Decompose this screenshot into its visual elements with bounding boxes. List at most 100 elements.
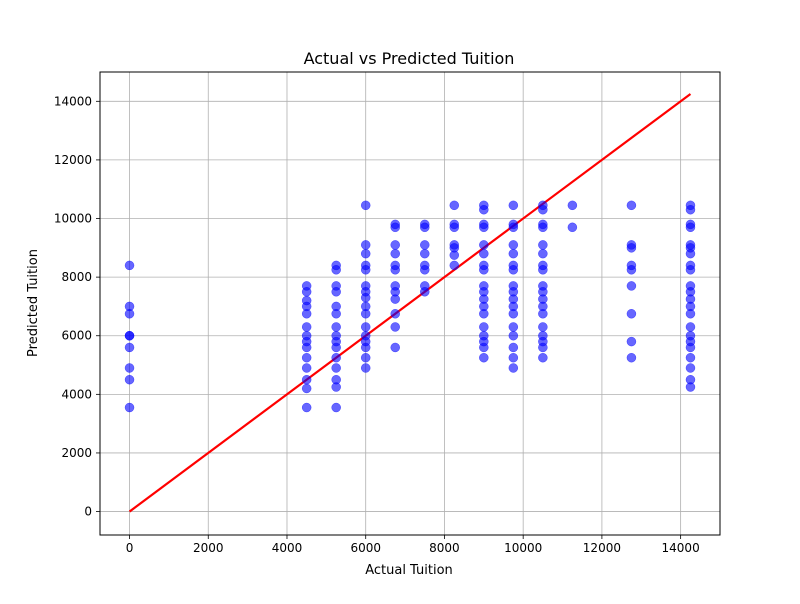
data-point	[360, 322, 371, 332]
x-tick-label: 4000	[272, 541, 303, 555]
y-tick-label: 6000	[61, 329, 92, 343]
data-points	[124, 200, 696, 413]
data-point	[508, 248, 519, 259]
x-tick-label: 6000	[350, 541, 381, 555]
data-point	[685, 222, 696, 233]
data-point	[685, 322, 696, 332]
data-point	[390, 322, 400, 332]
data-point	[420, 287, 430, 297]
data-point	[479, 322, 489, 332]
data-point	[360, 292, 371, 303]
data-point	[301, 322, 312, 332]
data-point	[538, 352, 548, 363]
data-point	[124, 363, 135, 373]
data-point	[538, 322, 548, 332]
data-point	[685, 248, 696, 259]
x-tick-label: 14000	[662, 541, 700, 555]
reference-line-group	[128, 93, 692, 513]
data-point	[390, 248, 400, 259]
data-point	[420, 265, 430, 275]
data-point	[508, 352, 519, 363]
data-point	[508, 363, 519, 373]
data-point	[479, 342, 489, 353]
data-point	[390, 294, 400, 304]
data-point	[124, 309, 135, 319]
data-point	[479, 352, 489, 363]
x-tick-label: 2000	[193, 541, 224, 555]
data-point	[685, 309, 696, 319]
data-point	[449, 260, 460, 271]
data-point	[538, 265, 548, 275]
data-point	[479, 309, 489, 319]
grid	[100, 72, 720, 535]
data-point	[538, 248, 548, 259]
data-point	[331, 352, 341, 363]
data-point	[331, 287, 341, 297]
data-point	[301, 309, 312, 319]
data-point	[626, 265, 637, 275]
data-point	[685, 204, 696, 215]
data-point	[360, 352, 371, 363]
data-point	[124, 330, 135, 341]
data-point	[360, 342, 371, 353]
data-point	[508, 222, 519, 233]
data-point	[508, 265, 519, 275]
data-point	[331, 309, 341, 319]
data-point	[685, 265, 696, 275]
data-point	[331, 382, 341, 392]
data-point	[538, 240, 548, 250]
data-point	[479, 265, 489, 275]
y-tick-label: 0	[84, 505, 92, 519]
data-point	[331, 342, 341, 353]
data-point	[479, 248, 489, 259]
data-point	[360, 363, 371, 373]
data-point	[360, 265, 371, 275]
data-point	[626, 309, 637, 319]
data-point	[390, 222, 400, 233]
y-tick-label: 12000	[54, 153, 92, 167]
data-point	[508, 322, 519, 332]
data-point	[301, 363, 312, 373]
data-point	[331, 363, 341, 373]
data-point	[331, 265, 341, 275]
data-point	[538, 309, 548, 319]
data-point	[626, 281, 637, 291]
y-tick-label: 4000	[61, 387, 92, 401]
data-point	[390, 240, 400, 250]
plot-frame	[99, 71, 721, 536]
data-point	[685, 352, 696, 363]
data-point	[508, 342, 519, 353]
data-point	[360, 248, 371, 259]
y-tick-label: 2000	[61, 446, 92, 460]
data-point	[360, 309, 371, 319]
data-point	[331, 402, 341, 413]
data-point	[420, 222, 430, 233]
data-point	[626, 243, 637, 253]
y-tick-label: 14000	[54, 94, 92, 108]
data-point	[479, 240, 489, 250]
data-point	[331, 322, 341, 332]
reference-line	[128, 93, 692, 513]
data-point	[538, 204, 548, 215]
data-point	[449, 222, 460, 233]
data-point	[360, 200, 371, 211]
data-point	[301, 402, 312, 413]
x-axis-ticks: 0 2000 4000 6000 8000 10000 12000 14000	[126, 535, 700, 555]
data-point	[360, 240, 371, 250]
data-point	[301, 352, 312, 363]
x-tick-label: 8000	[429, 541, 460, 555]
x-tick-label: 10000	[504, 541, 542, 555]
data-point	[508, 330, 519, 341]
data-point	[508, 309, 519, 319]
x-tick-label: 12000	[583, 541, 621, 555]
y-tick-label: 10000	[54, 212, 92, 226]
data-point	[538, 342, 548, 353]
data-point	[508, 240, 519, 250]
data-point	[479, 204, 489, 215]
data-point	[390, 342, 400, 353]
data-point	[685, 382, 696, 392]
data-point	[449, 200, 460, 211]
data-point	[420, 248, 430, 259]
